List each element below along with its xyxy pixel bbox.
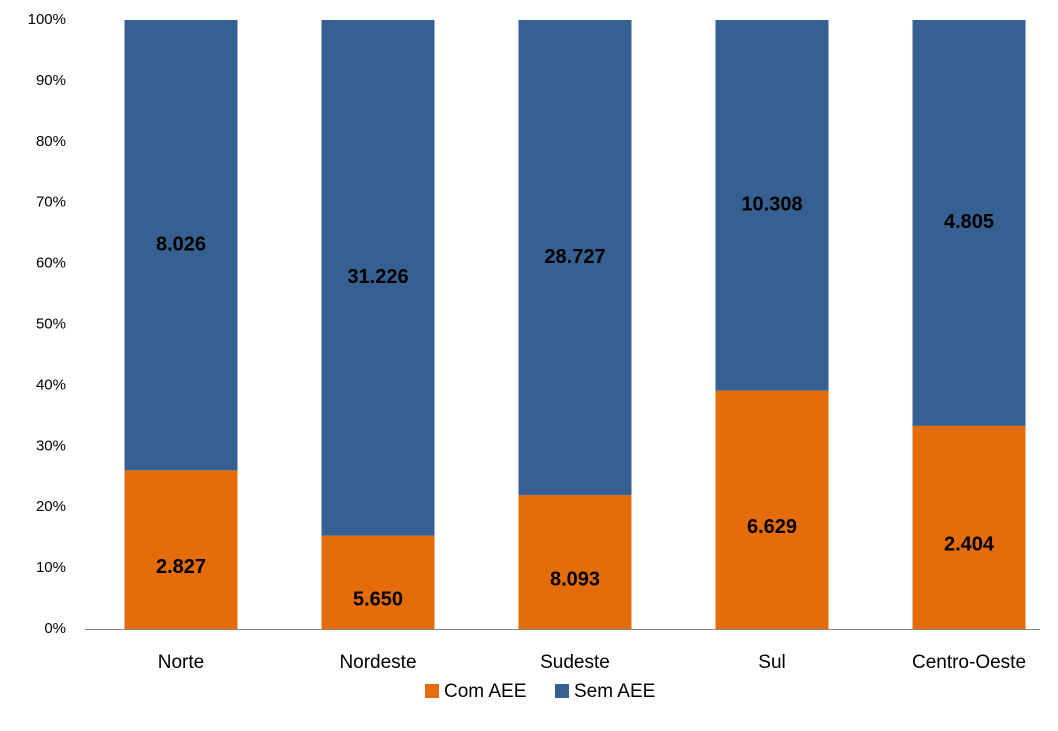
legend-label: Sem AEE (574, 681, 655, 702)
data-label: 6.629 (747, 516, 797, 538)
y-tick-label: 80% (36, 133, 66, 150)
y-tick-label: 70% (36, 194, 66, 211)
y-tick-label: 50% (36, 315, 66, 332)
x-tick-label: Centro-Oeste (912, 652, 1026, 673)
bar-segment (715, 20, 829, 391)
data-label: 10.308 (741, 194, 802, 216)
y-tick-label: 30% (36, 437, 66, 454)
data-label: 28.727 (544, 246, 605, 268)
y-tick-label: 10% (36, 559, 66, 576)
bar-segment (321, 20, 435, 536)
data-label: 5.650 (353, 589, 403, 611)
y-tick-label: 0% (44, 620, 66, 637)
y-tick-label: 40% (36, 376, 66, 393)
bar-segment (912, 20, 1026, 426)
data-label: 2.827 (156, 556, 206, 578)
bar-segment (124, 20, 238, 471)
legend-label: Com AEE (444, 681, 526, 702)
x-tick-label: Norte (158, 652, 204, 673)
bar-segment (912, 425, 1026, 629)
x-tick-label: Sul (758, 652, 785, 673)
data-label: 8.026 (156, 233, 206, 255)
bar-segment (715, 390, 829, 629)
x-tick-label: Nordeste (339, 652, 416, 673)
y-tick-label: 20% (36, 498, 66, 515)
bar-segment (518, 20, 632, 496)
y-tick-label: 60% (36, 255, 66, 272)
data-label: 4.805 (944, 211, 994, 233)
bar-segment (321, 535, 435, 629)
data-label: 2.404 (944, 534, 995, 556)
y-tick-label: 100% (28, 11, 66, 28)
y-tick-label: 90% (36, 72, 66, 89)
data-label: 31.226 (347, 266, 408, 288)
legend-swatch (425, 684, 439, 698)
legend-swatch (555, 684, 569, 698)
x-tick-label: Sudeste (540, 652, 610, 673)
bar-segment (124, 470, 238, 629)
bar-segment (518, 495, 632, 629)
data-label: 8.093 (550, 568, 600, 590)
